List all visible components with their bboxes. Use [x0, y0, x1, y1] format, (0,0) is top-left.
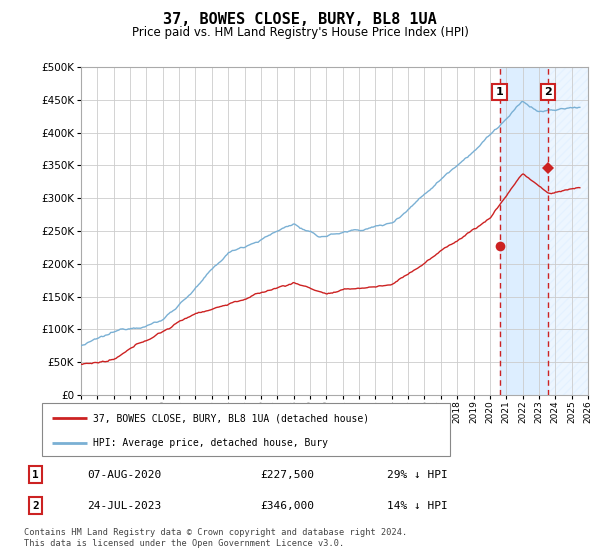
- Text: 37, BOWES CLOSE, BURY, BL8 1UA (detached house): 37, BOWES CLOSE, BURY, BL8 1UA (detached…: [93, 413, 369, 423]
- Text: 2: 2: [32, 501, 38, 511]
- Text: 29% ↓ HPI: 29% ↓ HPI: [386, 469, 448, 479]
- Text: HPI: Average price, detached house, Bury: HPI: Average price, detached house, Bury: [93, 438, 328, 448]
- Text: £227,500: £227,500: [260, 469, 314, 479]
- Text: 1: 1: [32, 469, 38, 479]
- Text: 37, BOWES CLOSE, BURY, BL8 1UA: 37, BOWES CLOSE, BURY, BL8 1UA: [163, 12, 437, 27]
- Bar: [548, 67, 588, 395]
- Text: 07-AUG-2020: 07-AUG-2020: [87, 469, 161, 479]
- Bar: [500, 67, 548, 395]
- FancyBboxPatch shape: [42, 403, 450, 456]
- Text: 24-JUL-2023: 24-JUL-2023: [87, 501, 161, 511]
- Text: 1: 1: [496, 87, 503, 97]
- Text: 2: 2: [544, 87, 552, 97]
- Text: £346,000: £346,000: [260, 501, 314, 511]
- Text: Price paid vs. HM Land Registry's House Price Index (HPI): Price paid vs. HM Land Registry's House …: [131, 26, 469, 39]
- Text: Contains HM Land Registry data © Crown copyright and database right 2024.
This d: Contains HM Land Registry data © Crown c…: [24, 528, 407, 548]
- Text: 14% ↓ HPI: 14% ↓ HPI: [386, 501, 448, 511]
